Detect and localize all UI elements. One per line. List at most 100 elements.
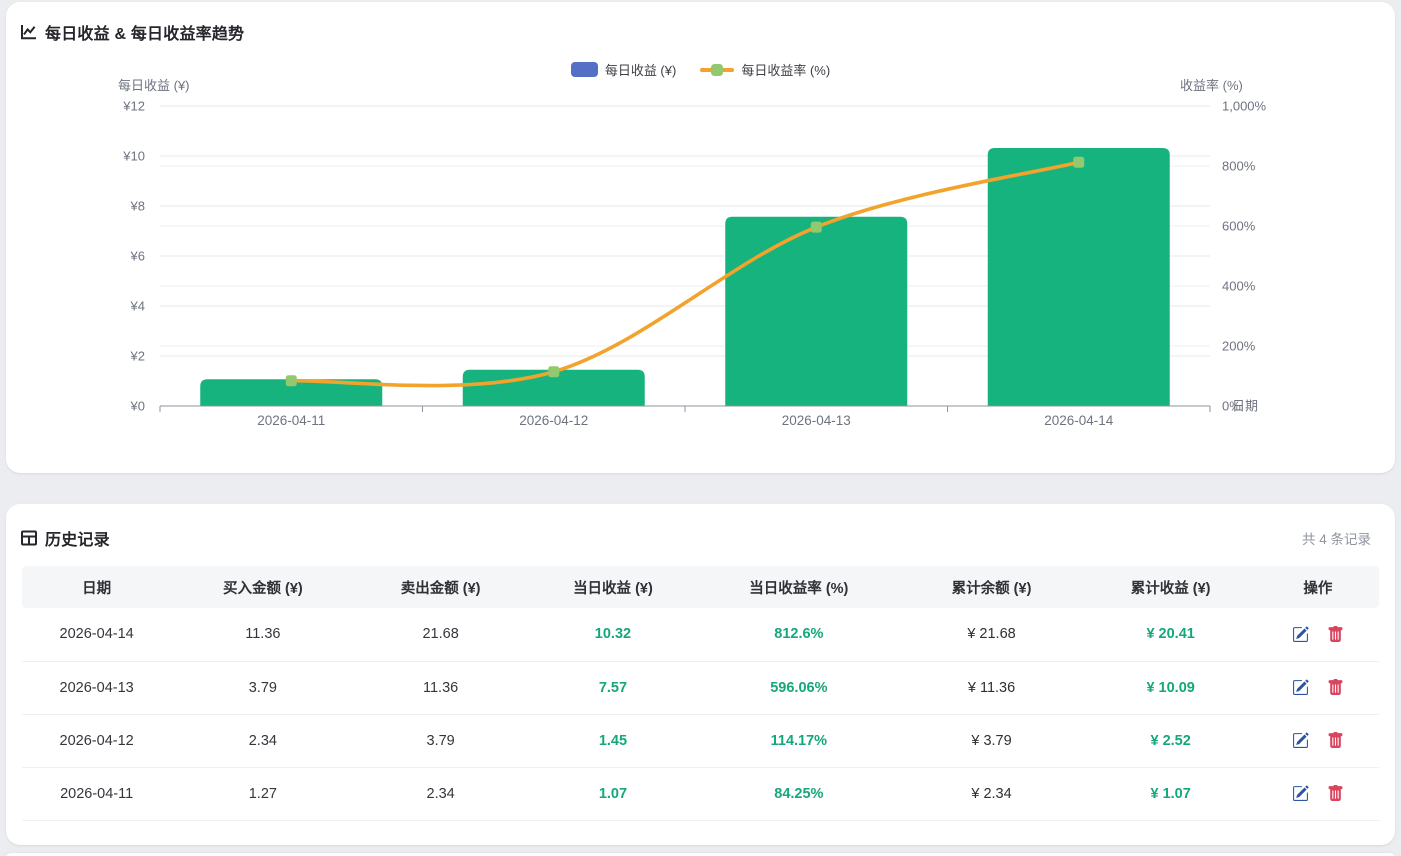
cell-profit: 10.32 xyxy=(526,608,700,662)
right-tick-0: 0% xyxy=(1222,399,1241,414)
left-tick-12: ¥12 xyxy=(122,99,145,114)
next-card-top-edge xyxy=(6,853,1395,856)
cell-date: 2026-04-11 xyxy=(22,767,172,821)
cell-sell: 3.79 xyxy=(354,714,527,768)
cell-balance: ¥ 11.36 xyxy=(898,661,1085,715)
delete-button[interactable] xyxy=(1320,624,1351,645)
table-header-row: 日期 买入金额 (¥) 卖出金额 (¥) 当日收益 (¥) 当日收益率 (%) … xyxy=(22,566,1379,608)
cell-date: 2026-04-14 xyxy=(22,608,172,662)
cell-total: ¥ 1.07 xyxy=(1084,767,1257,821)
line-chart-icon xyxy=(20,23,38,41)
table-grid-icon xyxy=(20,529,38,547)
col-header-total: 累计收益 (¥) xyxy=(1084,566,1257,608)
cell-sell: 11.36 xyxy=(354,661,527,715)
cell-rate: 84.25% xyxy=(699,767,899,821)
x-label-2026-04-11: 2026-04-11 xyxy=(257,413,325,428)
history-table-card: 历史记录 共 4 条记录 日期 买入金额 (¥) 卖出金额 (¥) 当日收益 (… xyxy=(6,504,1395,845)
cell-rate: 596.06% xyxy=(699,661,899,715)
right-tick-600: 600% xyxy=(1222,219,1256,234)
table-row: 2026-04-14 11.36 21.68 10.32 812.6% ¥ 21… xyxy=(22,608,1379,662)
x-axis-name: 日期 xyxy=(1232,399,1258,414)
table-row: 2026-04-11 1.27 2.34 1.07 84.25% ¥ 2.34 … xyxy=(22,767,1379,821)
cell-balance: ¥ 21.68 xyxy=(898,608,1085,662)
cell-date: 2026-04-13 xyxy=(22,661,172,715)
col-header-actions: 操作 xyxy=(1256,566,1379,608)
edit-button[interactable] xyxy=(1285,783,1316,804)
left-tick-10: ¥10 xyxy=(122,149,145,164)
right-axis-name: 收益率 (%) xyxy=(1180,78,1243,93)
left-gridlines xyxy=(160,105,1210,357)
bar-2026-04-13[interactable] xyxy=(725,216,908,406)
daily-profit-chart-card: 每日收益 & 每日收益率趋势 xyxy=(6,2,1395,473)
line-legend-swatch xyxy=(700,62,735,77)
col-header-sell: 卖出金额 (¥) xyxy=(354,566,527,608)
cell-sell: 2.34 xyxy=(354,767,527,821)
x-axis xyxy=(159,405,1211,412)
cell-total: ¥ 10.09 xyxy=(1084,661,1257,715)
rate-point-2026-04-11[interactable] xyxy=(285,375,297,387)
cell-balance: ¥ 2.34 xyxy=(898,767,1085,821)
delete-button[interactable] xyxy=(1320,677,1351,698)
left-tick-2: ¥2 xyxy=(130,349,145,364)
daily-rate-line[interactable] xyxy=(289,160,1081,388)
cell-buy: 3.79 xyxy=(171,661,355,715)
cell-rate: 114.17% xyxy=(699,714,899,768)
bar-series xyxy=(200,148,1170,406)
bar-legend-label: 每日收益 (¥) xyxy=(604,63,677,78)
rate-point-2026-04-12[interactable] xyxy=(548,366,560,378)
bar-legend-swatch xyxy=(570,62,598,77)
cell-balance: ¥ 3.79 xyxy=(898,714,1085,768)
edit-button[interactable] xyxy=(1285,624,1316,645)
chart-area: 每日收益 (¥) 收益率 (%) ¥12 ¥10 ¥8 ¥6 ¥4 ¥2 ¥0 … xyxy=(6,48,1395,460)
cell-buy: 1.27 xyxy=(171,767,355,821)
cell-buy: 11.36 xyxy=(171,608,355,662)
chart-canvas[interactable]: 每日收益 (¥) 收益率 (%) ¥12 ¥10 ¥8 ¥6 ¥4 ¥2 ¥0 … xyxy=(6,48,1395,460)
bar-2026-04-14[interactable] xyxy=(987,148,1170,406)
delete-button[interactable] xyxy=(1320,783,1351,804)
cell-rate: 812.6% xyxy=(699,608,899,662)
right-tick-400: 400% xyxy=(1222,279,1256,294)
col-header-date: 日期 xyxy=(22,566,172,608)
table-card-title: 历史记录 xyxy=(45,532,110,549)
right-tick-200: 200% xyxy=(1222,339,1256,354)
delete-button[interactable] xyxy=(1320,730,1351,751)
col-header-balance: 累计余额 (¥) xyxy=(898,566,1085,608)
legend-item-daily-profit[interactable]: 每日收益 (¥) xyxy=(570,60,677,79)
x-label-2026-04-12: 2026-04-12 xyxy=(519,413,588,428)
edit-button[interactable] xyxy=(1285,730,1316,751)
left-tick-4: ¥4 xyxy=(130,299,145,314)
x-label-2026-04-13: 2026-04-13 xyxy=(782,413,851,428)
cell-profit: 1.07 xyxy=(526,767,700,821)
table-row: 2026-04-13 3.79 11.36 7.57 596.06% ¥ 11.… xyxy=(22,661,1379,715)
left-tick-0: ¥0 xyxy=(130,399,145,414)
cell-date: 2026-04-12 xyxy=(22,714,172,768)
x-label-2026-04-14: 2026-04-14 xyxy=(1044,413,1114,428)
table-row: 2026-04-12 2.34 3.79 1.45 114.17% ¥ 3.79… xyxy=(22,714,1379,768)
cell-total: ¥ 20.41 xyxy=(1084,608,1257,662)
cell-buy: 2.34 xyxy=(171,714,355,768)
chart-card-title: 每日收益 & 每日收益率趋势 xyxy=(45,26,245,43)
record-count: 共 4 条记录 xyxy=(1301,532,1371,547)
col-header-buy: 买入金额 (¥) xyxy=(171,566,355,608)
cell-profit: 1.45 xyxy=(526,714,700,768)
line-legend-label: 每日收益率 (%) xyxy=(741,63,831,78)
cell-profit: 7.57 xyxy=(526,661,700,715)
left-axis-name: 每日收益 (¥) xyxy=(118,78,190,93)
cell-sell: 21.68 xyxy=(354,608,527,662)
history-table: 日期 买入金额 (¥) 卖出金额 (¥) 当日收益 (¥) 当日收益率 (%) … xyxy=(22,566,1379,821)
edit-button[interactable] xyxy=(1285,677,1316,698)
bar-2026-04-11[interactable] xyxy=(200,379,383,406)
right-tick-1000: 1,000% xyxy=(1222,99,1267,114)
col-header-profit: 当日收益 (¥) xyxy=(526,566,700,608)
bar-2026-04-12[interactable] xyxy=(462,369,645,406)
right-tick-800: 800% xyxy=(1222,159,1256,174)
rate-point-2026-04-13[interactable] xyxy=(810,221,822,233)
left-tick-8: ¥8 xyxy=(130,199,145,214)
col-header-rate: 当日收益率 (%) xyxy=(699,566,899,608)
chart-legend: 每日收益 (¥) 每日收益率 (%) xyxy=(6,60,1395,79)
cell-total: ¥ 2.52 xyxy=(1084,714,1257,768)
rate-point-2026-04-14[interactable] xyxy=(1073,156,1085,168)
legend-item-daily-rate[interactable]: 每日收益率 (%) xyxy=(700,60,830,79)
line-series xyxy=(285,156,1085,388)
left-tick-6: ¥6 xyxy=(130,249,145,264)
